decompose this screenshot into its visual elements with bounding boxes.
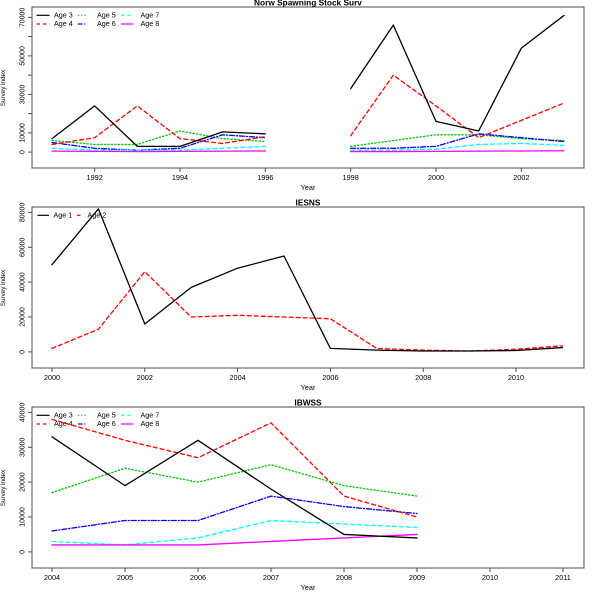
- svg-text:Age 1: Age 1: [54, 211, 73, 220]
- svg-text:IBWSS: IBWSS: [294, 398, 322, 408]
- svg-text:40000: 40000: [20, 272, 27, 292]
- svg-text:10000: 10000: [20, 507, 27, 527]
- svg-text:2004: 2004: [229, 373, 245, 382]
- svg-text:1992: 1992: [87, 173, 103, 182]
- svg-text:Age 8: Age 8: [141, 19, 160, 28]
- svg-text:Survey index: Survey index: [0, 269, 7, 306]
- svg-text:Age 4: Age 4: [54, 19, 73, 28]
- svg-text:0: 0: [20, 150, 27, 154]
- svg-text:2007: 2007: [263, 573, 279, 582]
- svg-text:2010: 2010: [482, 573, 498, 582]
- svg-text:2008: 2008: [336, 573, 352, 582]
- svg-text:30000: 30000: [20, 85, 27, 105]
- svg-text:Age 3: Age 3: [54, 11, 73, 20]
- svg-text:Age 5: Age 5: [97, 411, 116, 420]
- svg-text:Year: Year: [301, 183, 316, 192]
- svg-text:1994: 1994: [172, 173, 188, 182]
- svg-text:Age 6: Age 6: [97, 419, 116, 428]
- svg-text:Age 4: Age 4: [54, 419, 73, 428]
- svg-text:40000: 40000: [20, 403, 27, 423]
- svg-text:2006: 2006: [322, 373, 338, 382]
- svg-text:2002: 2002: [513, 173, 529, 182]
- svg-text:1996: 1996: [257, 173, 273, 182]
- svg-text:Age 7: Age 7: [141, 411, 160, 420]
- svg-text:Year: Year: [301, 583, 316, 592]
- svg-text:0: 0: [20, 350, 27, 354]
- svg-text:2009: 2009: [409, 573, 425, 582]
- svg-text:30000: 30000: [20, 437, 27, 457]
- svg-text:2011: 2011: [555, 573, 571, 582]
- svg-text:2000: 2000: [44, 373, 60, 382]
- svg-text:Norw Spawning Stock Surv: Norw Spawning Stock Surv: [254, 0, 362, 8]
- svg-text:2002: 2002: [137, 373, 153, 382]
- svg-text:60000: 60000: [20, 237, 27, 257]
- svg-text:IESNS: IESNS: [296, 198, 321, 208]
- svg-text:50000: 50000: [20, 46, 27, 66]
- svg-text:2004: 2004: [44, 573, 60, 582]
- svg-text:10000: 10000: [20, 123, 27, 143]
- svg-text:Age 7: Age 7: [141, 11, 160, 20]
- svg-text:Age 5: Age 5: [97, 11, 116, 20]
- svg-text:Age 8: Age 8: [141, 419, 160, 428]
- svg-text:2000: 2000: [428, 173, 444, 182]
- svg-text:2005: 2005: [117, 573, 133, 582]
- svg-text:20000: 20000: [20, 472, 27, 492]
- svg-text:Survey index: Survey index: [0, 69, 7, 106]
- svg-text:Age 3: Age 3: [54, 411, 73, 420]
- svg-text:Year: Year: [301, 383, 316, 392]
- svg-text:70000: 70000: [20, 8, 27, 28]
- svg-text:0: 0: [20, 550, 27, 554]
- svg-text:2008: 2008: [415, 373, 431, 382]
- svg-text:1998: 1998: [343, 173, 359, 182]
- svg-text:80000: 80000: [20, 203, 27, 223]
- svg-text:Age 6: Age 6: [97, 19, 116, 28]
- svg-text:2010: 2010: [508, 373, 524, 382]
- svg-text:Survey index: Survey index: [0, 469, 7, 506]
- svg-text:2006: 2006: [190, 573, 206, 582]
- svg-text:20000: 20000: [20, 307, 27, 327]
